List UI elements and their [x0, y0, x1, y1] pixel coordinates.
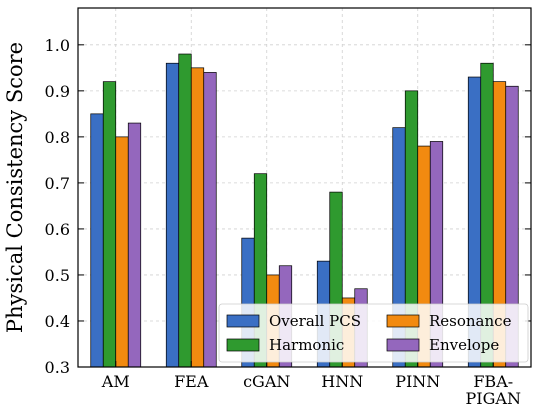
plot-frame	[77, 7, 532, 368]
y-axis-label: Physical Consistency Score	[3, 42, 27, 333]
x-tick-label-line: FEA	[174, 372, 209, 391]
x-tick-label: HNN	[321, 372, 363, 391]
legend-label: Harmonic	[269, 336, 344, 354]
x-tick-label-line: HNN	[321, 372, 363, 391]
x-tick-label: AM	[101, 372, 130, 391]
legend-swatch	[226, 314, 260, 328]
x-tick-label-line: PIGAN	[466, 389, 521, 408]
bars	[90, 53, 519, 368]
y-tick-label: 0.9	[45, 82, 70, 101]
x-tick-label-line: AM	[101, 372, 130, 391]
y-tick-label: 0.3	[45, 358, 70, 377]
y-tick-label: 0.5	[45, 266, 70, 285]
legend-label: Envelope	[429, 336, 499, 354]
axis-ticks: 0.3 0.4 0.5 0.6 0.7 0.8 0.9 1.0 AM FEA cGAN HNN PINN…	[45, 36, 531, 408]
y-tick-label: 0.7	[45, 174, 70, 193]
legend-swatch	[226, 338, 260, 352]
bar-resonance	[115, 136, 129, 368]
bar-envelope	[203, 72, 217, 368]
bar-overall-pcs	[165, 62, 180, 368]
bar-harmonic	[102, 81, 117, 368]
bar-harmonic	[178, 53, 192, 368]
y-tick-label: 0.4	[45, 312, 70, 331]
y-tick-label: 0.6	[45, 220, 70, 239]
legend-swatch	[386, 338, 420, 352]
bar-overall-pcs	[90, 113, 104, 368]
bar-envelope	[127, 122, 142, 368]
legend-label: Overall PCS	[269, 312, 361, 330]
legend: Overall PCS Harmonic Resonance Envelope	[218, 303, 529, 363]
y-tick-label: 1.0	[45, 36, 70, 55]
y-tick-label: 0.8	[45, 128, 70, 147]
legend-swatch	[386, 314, 420, 328]
x-tick-label-line: FBA-	[473, 372, 513, 391]
x-tick-label: PINN	[395, 372, 440, 391]
x-tick-label-line: PINN	[395, 372, 440, 391]
x-tick-label: FBA-PIGAN	[466, 372, 521, 408]
x-tick-label-line: cGAN	[243, 372, 290, 391]
legend-label: Resonance	[429, 312, 512, 330]
x-tick-label: FEA	[174, 372, 209, 391]
x-tick-label: cGAN	[243, 372, 290, 391]
legend-box	[218, 303, 529, 363]
bar-resonance	[190, 67, 205, 368]
